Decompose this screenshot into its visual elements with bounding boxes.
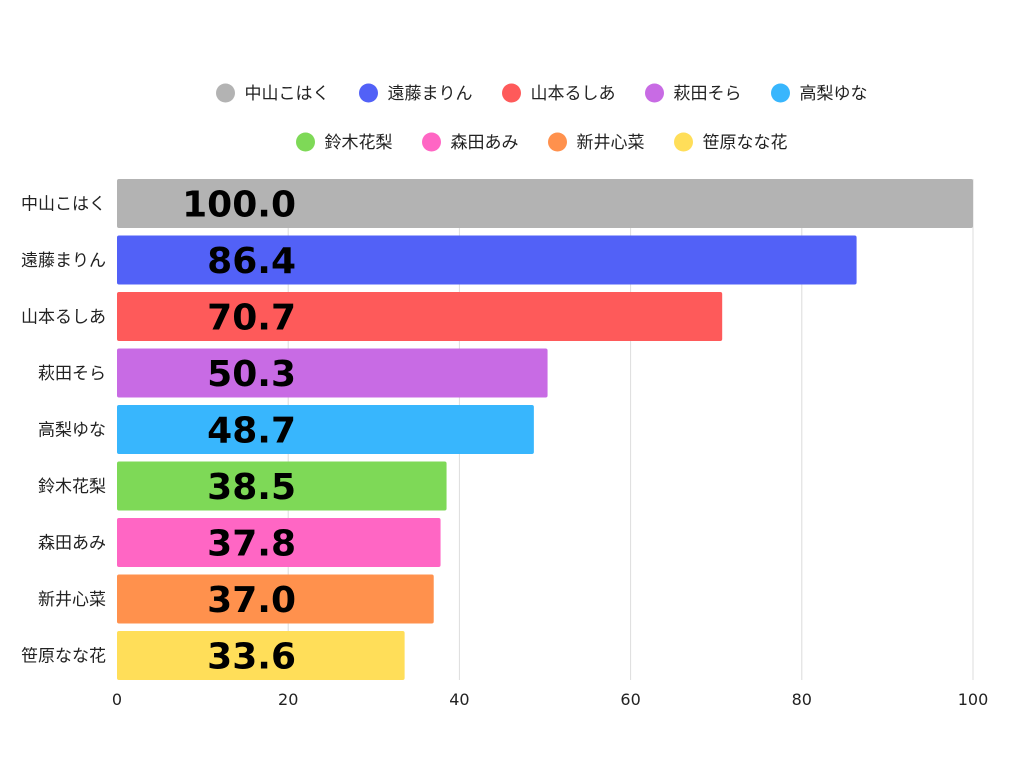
legend-marker	[359, 83, 378, 103]
value-label: 86.4	[207, 241, 296, 282]
legend-label: 新井心菜	[577, 133, 645, 153]
legend-marker	[771, 83, 790, 103]
legend-label: 山本るしあ	[531, 84, 616, 104]
legend-label: 遠藤まりん	[388, 84, 473, 104]
value-label: 100.0	[182, 185, 296, 226]
value-label: 48.7	[207, 411, 296, 452]
x-tick-label: 20	[278, 690, 298, 709]
bar	[117, 518, 441, 567]
value-label: 50.3	[207, 354, 296, 395]
category-label: 笹原なな花	[21, 647, 106, 667]
category-label: 中山こはく	[21, 195, 106, 215]
legend-marker	[645, 83, 664, 103]
legend-label: 笹原なな花	[703, 133, 788, 153]
value-label: 33.6	[207, 637, 296, 678]
legend-marker	[422, 132, 441, 152]
legend-label: 森田あみ	[451, 133, 519, 153]
value-label: 38.5	[207, 467, 296, 508]
legend-label: 萩田そら	[674, 84, 742, 104]
category-label: 遠藤まりん	[21, 251, 106, 271]
value-label: 70.7	[207, 298, 296, 339]
x-tick-label: 40	[449, 690, 469, 709]
category-label: 萩田そら	[38, 364, 106, 384]
category-label: 山本るしあ	[21, 308, 106, 328]
legend-marker	[548, 132, 567, 152]
legend-marker	[502, 83, 521, 103]
category-label: 鈴木花梨	[38, 477, 106, 497]
bar	[117, 461, 447, 511]
bar	[117, 235, 857, 285]
bars: 100.0 86.4 70.7 50.3 48.7 38.5 37.8 37.0 33.6	[117, 179, 973, 680]
value-label: 37.0	[207, 580, 296, 621]
value-label: 37.8	[207, 524, 296, 565]
x-tick-label: 80	[792, 690, 812, 709]
legend-label: 鈴木花梨	[325, 133, 393, 153]
category-label: 高梨ゆな	[38, 421, 106, 441]
category-label: 森田あみ	[38, 534, 106, 554]
legend-label: 中山こはく	[245, 84, 330, 104]
bar	[117, 292, 723, 341]
bar	[117, 574, 434, 624]
bar	[117, 179, 973, 228]
legend-label: 高梨ゆな	[800, 84, 868, 104]
x-axis-ticks: 0 20 40 60 80 100	[112, 690, 988, 709]
legend-marker	[674, 132, 693, 152]
legend-marker	[216, 83, 235, 103]
category-label: 新井心菜	[38, 590, 106, 610]
legend-marker	[296, 132, 315, 152]
x-tick-label: 0	[112, 690, 122, 709]
x-tick-label: 60	[620, 690, 640, 709]
bar	[117, 631, 405, 680]
bar	[117, 405, 534, 454]
x-tick-label: 100	[958, 690, 989, 709]
bar	[117, 348, 548, 398]
